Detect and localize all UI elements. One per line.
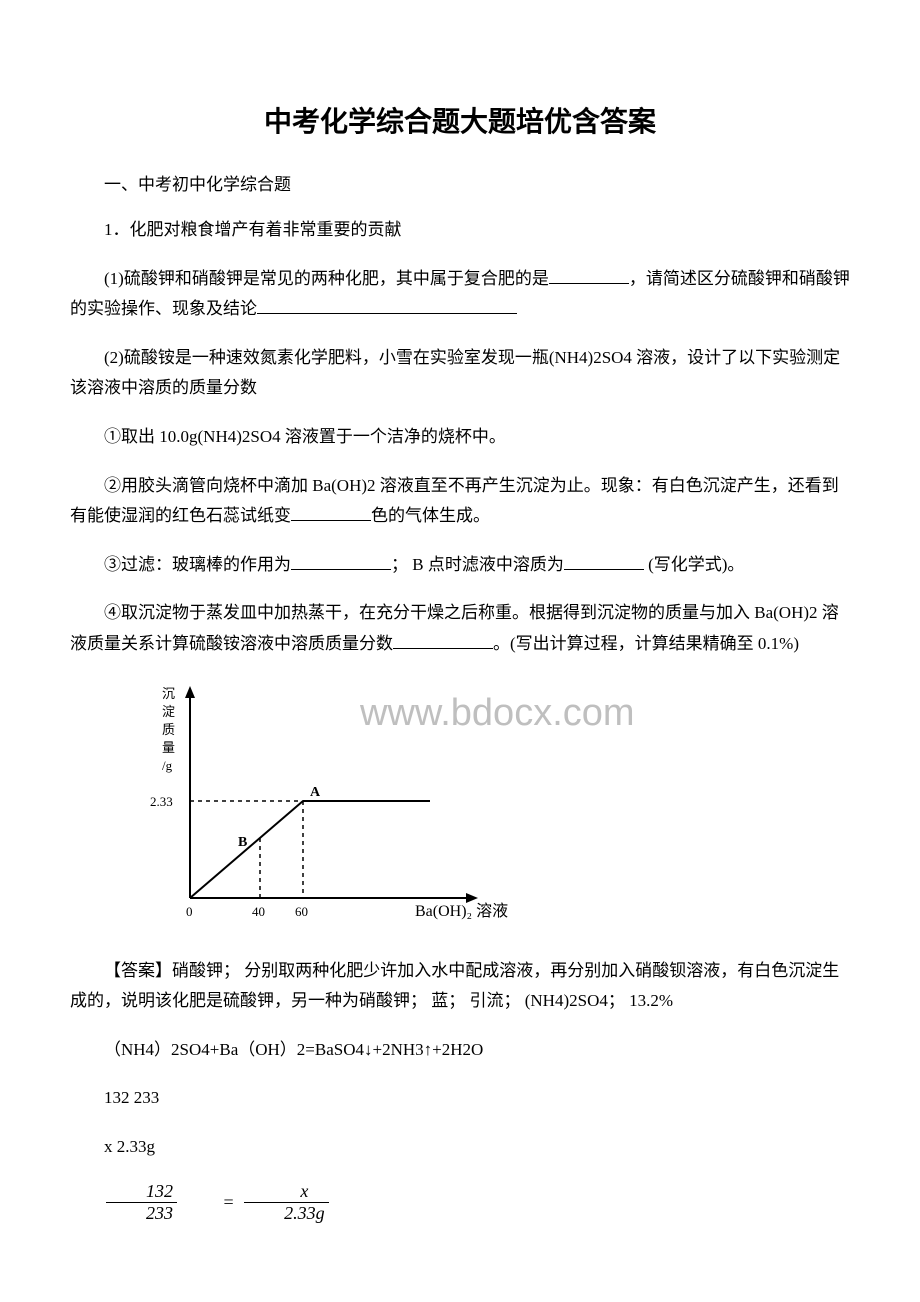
equals-sign: = <box>182 1192 240 1213</box>
section-heading: 一、中考初中化学综合题 <box>70 170 850 195</box>
frac2-num: x <box>244 1181 329 1203</box>
q1-step4-b: 。(写出计算过程，计算结果精确至 0.1%) <box>493 634 799 653</box>
question-1-step2: ②用胶头滴管向烧杯中滴加 Ba(OH)2 溶液直至不再产生沉淀为止。现象：有白色… <box>70 471 850 532</box>
page-title: 中考化学综合题大题培优含答案 <box>70 100 850 140</box>
point-b-label: B <box>238 835 247 850</box>
blank-input <box>257 297 517 314</box>
chart-svg: 沉 淀 质 量 /g 2.33 A B 0 40 60 Ba(OH)₂ 溶液 <box>130 678 520 938</box>
ylabel-2: 淀 <box>162 704 175 719</box>
x-axis-arrow <box>466 893 478 903</box>
frac1-den: 233 <box>106 1203 177 1224</box>
fraction-2: x 2.33g <box>244 1181 329 1224</box>
answer-xg: x 2.33g <box>70 1132 850 1163</box>
answer-text: 【答案】硝酸钾； 分别取两种化肥少许加入水中配成溶液，再分别加入硝酸钡溶液，有白… <box>70 956 850 1017</box>
q1-part1-text-a: (1)硫酸钾和硝酸钾是常见的两种化肥，其中属于复合肥的是 <box>104 269 549 288</box>
frac1-num: 132 <box>106 1181 177 1203</box>
point-a-label: A <box>310 785 321 800</box>
ylabel-unit: /g <box>162 758 173 773</box>
ylabel-4: 量 <box>162 740 175 755</box>
blank-input <box>549 267 629 284</box>
blank-input <box>393 632 493 649</box>
precipitation-chart: 沉 淀 质 量 /g 2.33 A B 0 40 60 Ba(OH)₂ 溶液 <box>130 678 850 938</box>
question-1-step4: ④取沉淀物于蒸发皿中加热蒸干，在充分干燥之后称重。根据得到沉淀物的质量与加入 B… <box>70 598 850 659</box>
answer-equation: （NH4）2SO4+Ba（OH）2=BaSO4↓+2NH3↑+2H2O <box>70 1035 850 1066</box>
question-1-part2: (2)硫酸铵是一种速效氮素化学肥料，小雪在实验室发现一瓶(NH4)2SO4 溶液… <box>70 343 850 404</box>
blank-input <box>564 553 644 570</box>
y-axis-arrow <box>185 686 195 698</box>
xlabel: Ba(OH)₂ 溶液 <box>415 902 508 920</box>
frac2-den: 2.33g <box>244 1203 329 1224</box>
answer-numbers: 132 233 <box>70 1083 850 1114</box>
fraction-1: 132 233 <box>106 1181 177 1224</box>
question-1-intro: 1．化肥对粮食增产有着非常重要的贡献 <box>70 215 850 246</box>
question-1-step3: ③过滤：玻璃棒的作用为 ； B 点时滤液中溶质为 (写化学式)。 <box>70 550 850 581</box>
xtick-40: 40 <box>252 904 265 919</box>
ylabel-1: 沉 <box>162 686 175 701</box>
blank-input <box>291 553 391 570</box>
q1-step3-c: (写化学式)。 <box>644 555 745 574</box>
question-1-part1: (1)硫酸钾和硝酸钾是常见的两种化肥，其中属于复合肥的是，请简述区分硫酸钾和硝酸… <box>70 264 850 325</box>
blank-input <box>291 504 371 521</box>
xtick-60: 60 <box>295 904 308 919</box>
ytick-233: 2.33 <box>150 794 173 809</box>
q1-step3-a: ③过滤：玻璃棒的作用为 <box>104 555 291 574</box>
xtick-0: 0 <box>186 904 193 919</box>
q1-step3-b: ； B 点时滤液中溶质为 <box>391 555 564 574</box>
ylabel-3: 质 <box>162 722 175 737</box>
q1-step2-b: 色的气体生成。 <box>371 506 490 525</box>
question-1-step1: ①取出 10.0g(NH4)2SO4 溶液置于一个洁净的烧杯中。 <box>70 422 850 453</box>
fraction-equation: 132 233 = x 2.33g <box>70 1181 850 1224</box>
